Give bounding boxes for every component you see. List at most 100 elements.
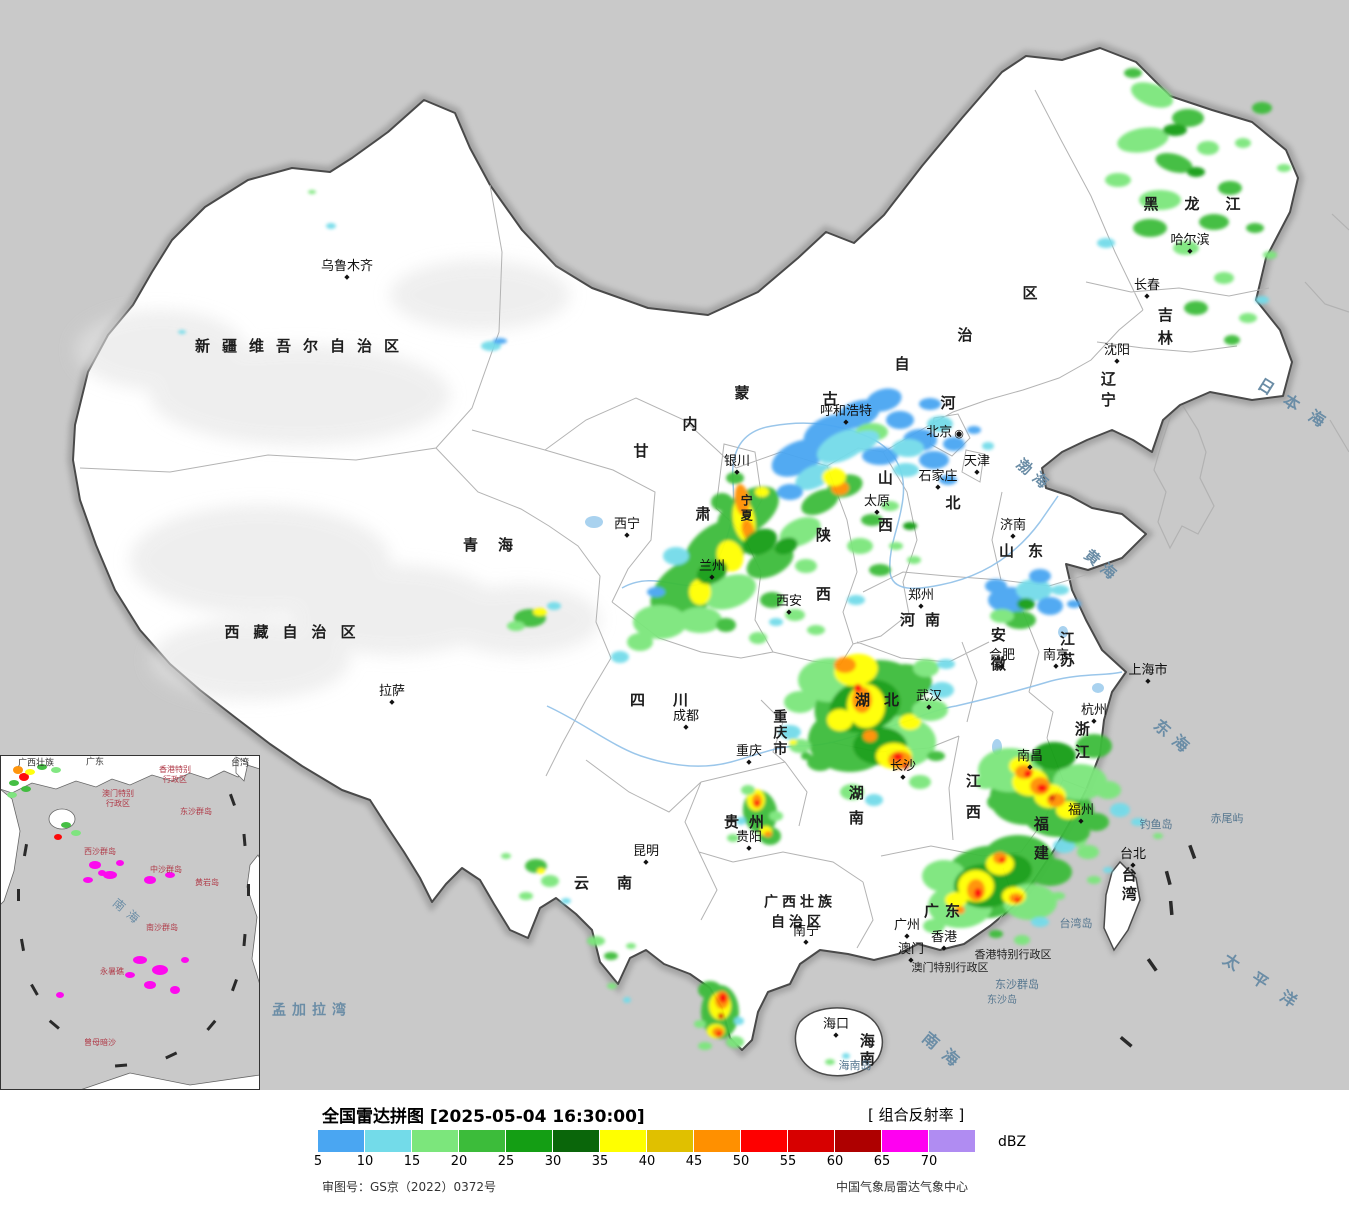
radar-echo: [754, 800, 760, 806]
radar-echo: [537, 868, 545, 874]
legend-ramp: [318, 1130, 976, 1152]
legend-cell-50: [741, 1130, 787, 1152]
radar-echo: [807, 625, 825, 635]
radar-echo: [689, 579, 711, 605]
radar-echo: [1058, 821, 1090, 843]
radar-echo: [7, 792, 17, 798]
radar-echo: [133, 956, 147, 964]
radar-echo: [83, 877, 93, 883]
radar-echo: [1117, 127, 1169, 153]
radar-echo: [1077, 845, 1099, 859]
radar-echo: [98, 870, 106, 876]
legend-tick: 30: [544, 1154, 562, 1169]
radar-echo: [1139, 190, 1181, 210]
radar-echo: [734, 1017, 744, 1025]
radar-echo: [923, 919, 945, 933]
radar-echo: [178, 330, 186, 334]
inset-landmasses: [0, 755, 260, 1090]
radar-echo: [1053, 764, 1107, 800]
radar-echo: [716, 618, 736, 632]
radar-echo: [89, 861, 101, 869]
radar-echo: [777, 484, 803, 500]
legend-tick: 10: [356, 1154, 374, 1169]
radar-echo: [1124, 68, 1142, 78]
radar-echo: [54, 834, 62, 840]
radar-echo: [862, 447, 898, 465]
legend-cell-35: [600, 1130, 646, 1152]
radar-echo: [881, 501, 899, 511]
radar-echo: [698, 1042, 712, 1050]
radar-echo: [1016, 579, 1052, 601]
radar-echo: [1051, 585, 1069, 595]
legend-tick: 25: [497, 1154, 515, 1169]
radar-echo: [71, 830, 81, 836]
radar-echo: [886, 411, 914, 429]
radar-echo: [1172, 109, 1204, 127]
legend-tick: 65: [873, 1154, 891, 1169]
legend-tick: 35: [591, 1154, 609, 1169]
south-china-sea-inset: 广西壮族 广东 台湾 香港特别 行政区 澳门特别 行政区 东沙群岛 西沙群岛 中沙群岛 黄岩岛 南沙群…: [0, 755, 260, 1090]
radar-echo: [847, 595, 865, 605]
radar-echo: [61, 822, 71, 828]
radar-echo: [912, 699, 948, 721]
radar-echo: [103, 871, 117, 879]
radar-echo: [909, 775, 931, 789]
radar-echo: [716, 1031, 722, 1037]
radar-echo: [1153, 833, 1163, 839]
maritime-dash-line: [1119, 844, 1197, 1048]
legend-tick: 55: [779, 1154, 797, 1169]
radar-echo: [955, 906, 965, 914]
radar-echo: [1051, 892, 1065, 900]
radar-echo: [19, 773, 29, 781]
radar-echo: [889, 542, 903, 550]
radar-echo: [749, 632, 767, 644]
radar-echo: [1263, 251, 1277, 259]
radar-echo: [1105, 173, 1131, 187]
radar-echo: [1037, 784, 1047, 792]
radar-echo: [726, 1036, 744, 1048]
radar-echo: [663, 547, 689, 565]
radar-echo: [144, 876, 156, 884]
radar-echo: [1076, 734, 1112, 758]
radar-echo: [1173, 241, 1199, 255]
radar-echo: [1199, 214, 1229, 230]
radar-echo: [863, 730, 877, 742]
radar-echo: [1047, 793, 1065, 807]
radar-echo: [801, 488, 839, 516]
radar-echo: [1224, 335, 1240, 345]
legend-cell-15: [412, 1130, 458, 1152]
radar-echo: [170, 986, 180, 994]
radar-echo: [840, 784, 864, 800]
legend-bar: 全国雷达拼图 [2025-05-04 16:30:00] [ 组合反射率 ] 5…: [0, 1090, 1349, 1208]
radar-echo: [913, 659, 939, 677]
radar-echo: [547, 602, 561, 610]
legend-cell-20: [459, 1130, 505, 1152]
radar-echo: [919, 451, 949, 469]
legend-cell-60: [835, 1130, 881, 1152]
radar-echo: [899, 714, 921, 730]
legend-tick: 15: [403, 1154, 421, 1169]
radar-echo: [1103, 867, 1113, 873]
radar-echo: [1252, 102, 1272, 114]
radar-echo: [719, 993, 727, 1003]
radar-echo: [1133, 219, 1167, 237]
radar-echo: [834, 657, 856, 673]
radar-echo: [842, 1053, 850, 1059]
radar-echo: [694, 1020, 706, 1028]
radar-echo: [1056, 801, 1080, 819]
radar-echo: [785, 609, 805, 621]
radar-echo: [507, 621, 525, 631]
radar-echo: [647, 587, 665, 597]
radar-echo: [1037, 597, 1063, 615]
radar-echo: [1184, 301, 1208, 315]
radar-echo: [825, 1059, 835, 1065]
radar-echo: [985, 579, 1007, 593]
radar-echo: [764, 831, 772, 837]
radar-echo: [493, 338, 507, 344]
inset-dash-line: [17, 793, 250, 1068]
radar-echo: [1255, 296, 1269, 304]
radar-echo: [734, 484, 750, 516]
radar-echo: [930, 682, 954, 698]
radar-echo-layer: [178, 68, 1291, 1065]
radar-echo: [611, 651, 629, 663]
